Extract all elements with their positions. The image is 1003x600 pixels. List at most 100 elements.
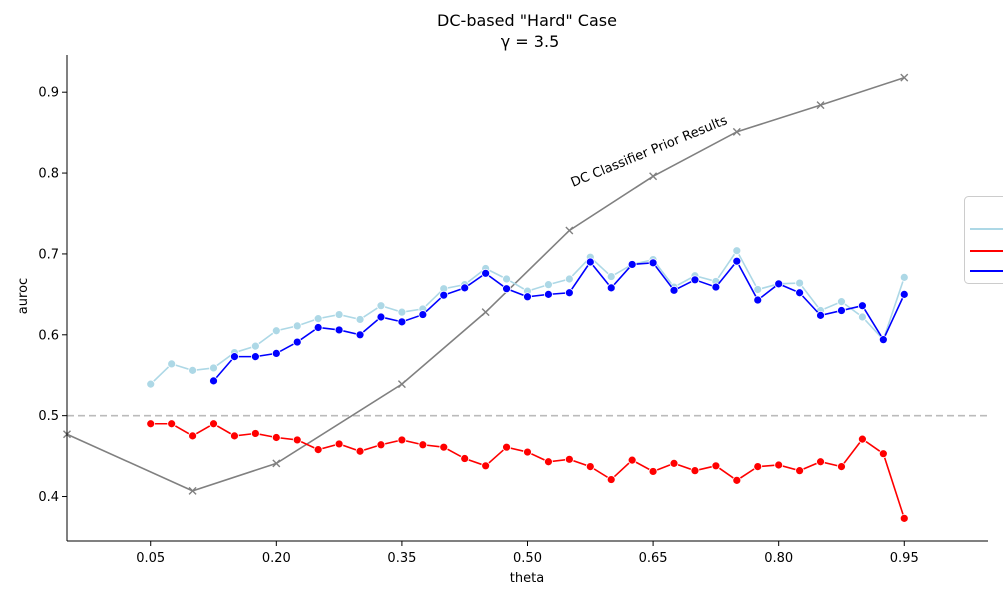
- series-2-point: [230, 431, 239, 441]
- series-3-point: [397, 317, 407, 327]
- series-2-point: [146, 419, 156, 429]
- x-tick-label: 0.20: [262, 551, 291, 566]
- series-2-point: [648, 467, 658, 476]
- series-3-point: [795, 288, 805, 298]
- series-2-point: [355, 446, 365, 456]
- series-1-point: [606, 272, 616, 281]
- series-3-point: [250, 352, 260, 362]
- series-2-point: [732, 475, 742, 485]
- prior-results-marker: [649, 172, 658, 181]
- x-tick-label: 0.80: [764, 551, 793, 566]
- series-3-point: [292, 337, 302, 347]
- series-2-point: [271, 433, 281, 442]
- legend-box: [964, 196, 1003, 284]
- series-3-point: [690, 275, 700, 285]
- series-1-point: [167, 359, 177, 369]
- series-3-point: [669, 285, 679, 295]
- series-3-point: [230, 352, 239, 362]
- series-1-point: [188, 365, 197, 375]
- series-2-point: [858, 434, 867, 444]
- series-3-point: [753, 295, 763, 305]
- series-2-point: [502, 442, 511, 452]
- series-1-point: [146, 379, 156, 389]
- prior-results-marker: [397, 380, 406, 389]
- series-2-point: [523, 447, 532, 457]
- series-1-point: [209, 363, 218, 373]
- series-3-line: [212, 259, 905, 382]
- series-2-point: [837, 462, 846, 472]
- series-3-point: [774, 279, 784, 289]
- series-3-point: [460, 283, 470, 293]
- x-tick-label: 0.35: [387, 551, 416, 566]
- series-3-point: [564, 288, 574, 298]
- prior-results-marker: [732, 127, 741, 136]
- prior-results-marker: [481, 308, 490, 317]
- series-1-point: [858, 312, 867, 322]
- prior-results-line: [66, 76, 905, 492]
- series-3-point: [523, 292, 532, 302]
- y-axis-ticks: 0.4 0.5 0.6 0.7 0.8 0.9: [38, 86, 67, 505]
- series-3-point: [439, 290, 449, 300]
- y-tick-label: 0.8: [38, 167, 59, 182]
- series-2-point: [481, 461, 491, 471]
- series-2-point: [292, 435, 302, 445]
- series-1-point: [732, 246, 742, 256]
- series-3-point: [899, 289, 909, 299]
- series-2-point: [544, 457, 553, 467]
- series-2-point: [753, 462, 763, 472]
- series-2-point: [899, 513, 909, 523]
- series-2-point: [878, 449, 888, 459]
- x-tick-label: 0.95: [890, 551, 919, 566]
- x-axis-ticks: 0.05 0.20 0.35 0.50 0.65 0.80 0.95: [136, 541, 919, 566]
- series-2-point: [774, 460, 784, 470]
- series-3-point: [313, 323, 323, 332]
- series-2-point: [397, 435, 407, 445]
- series-2-point: [669, 458, 679, 468]
- series-3-point: [418, 310, 428, 319]
- y-tick-label: 0.9: [38, 86, 59, 101]
- series-2-point: [460, 454, 470, 463]
- series-2-point: [250, 429, 260, 438]
- x-tick-label: 0.05: [136, 551, 165, 566]
- y-axis-label: auroc: [16, 278, 31, 314]
- series-1-point: [753, 285, 763, 294]
- series-1-point: [313, 314, 323, 324]
- series-3-point: [711, 282, 721, 292]
- series-2-point: [167, 419, 177, 429]
- y-tick-label: 0.7: [38, 247, 59, 262]
- series-3: [209, 256, 909, 386]
- legend: [964, 196, 1003, 284]
- series-1: [146, 246, 909, 389]
- prior-results-marker: [900, 73, 909, 82]
- series-1-point: [376, 301, 386, 311]
- series-1-point: [334, 310, 344, 319]
- series-1-point: [292, 321, 302, 331]
- series-1-point: [899, 272, 909, 282]
- y-tick-label: 0.4: [38, 490, 59, 505]
- series-2-point: [418, 440, 428, 450]
- series-layer: [146, 246, 909, 523]
- series-1-point: [837, 297, 846, 307]
- series-2-point: [585, 462, 595, 472]
- series-3-point: [209, 376, 218, 386]
- y-tick-label: 0.5: [38, 409, 59, 424]
- series-1-point: [795, 278, 805, 288]
- series-1-point: [355, 315, 365, 324]
- x-axis-label: theta: [510, 571, 544, 586]
- series-2-point: [627, 455, 637, 465]
- series-3-point: [732, 256, 742, 266]
- chart-subtitle: γ = 3.5: [501, 32, 560, 51]
- prior-results-layer: [63, 73, 909, 495]
- series-2-point: [188, 431, 197, 441]
- series-3-point: [837, 306, 846, 315]
- series-3-point: [648, 258, 658, 268]
- series-3-point: [481, 268, 491, 278]
- series-2-point: [606, 475, 616, 484]
- series-2-point: [690, 466, 700, 476]
- series-1-point: [564, 274, 574, 284]
- series-2-point: [439, 442, 449, 452]
- series-3-point: [585, 257, 595, 267]
- series-2-line: [150, 422, 906, 519]
- series-3-point: [334, 325, 344, 335]
